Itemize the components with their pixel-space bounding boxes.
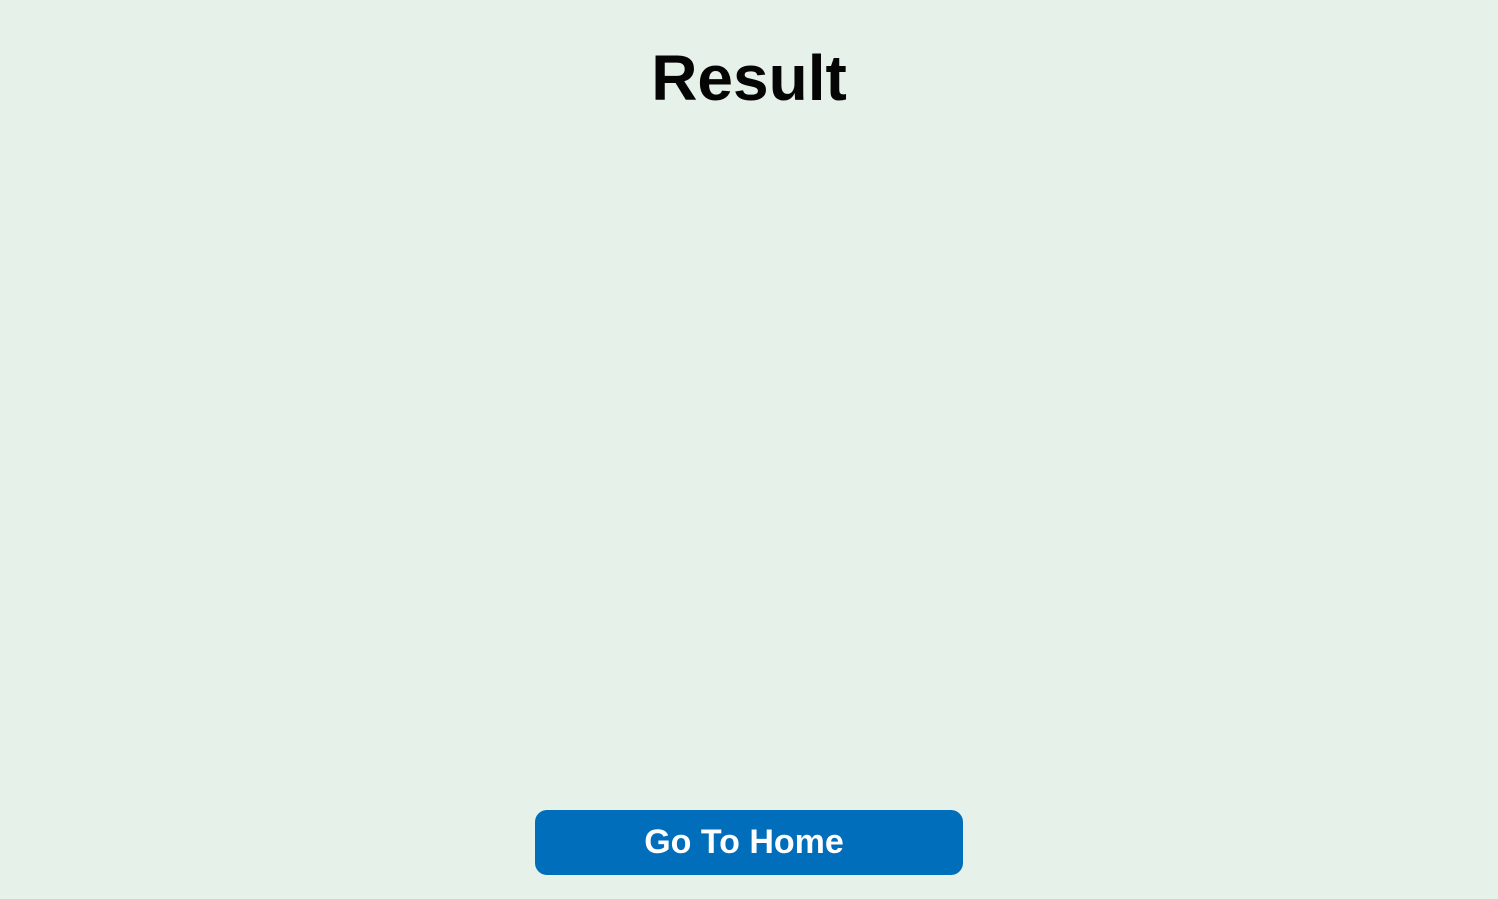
go-to-home-button[interactable]: Go To Home — [535, 810, 963, 875]
page-title: Result — [651, 42, 847, 114]
result-content-area — [0, 140, 1498, 790]
go-to-home-button-label: Go To Home — [644, 823, 844, 861]
